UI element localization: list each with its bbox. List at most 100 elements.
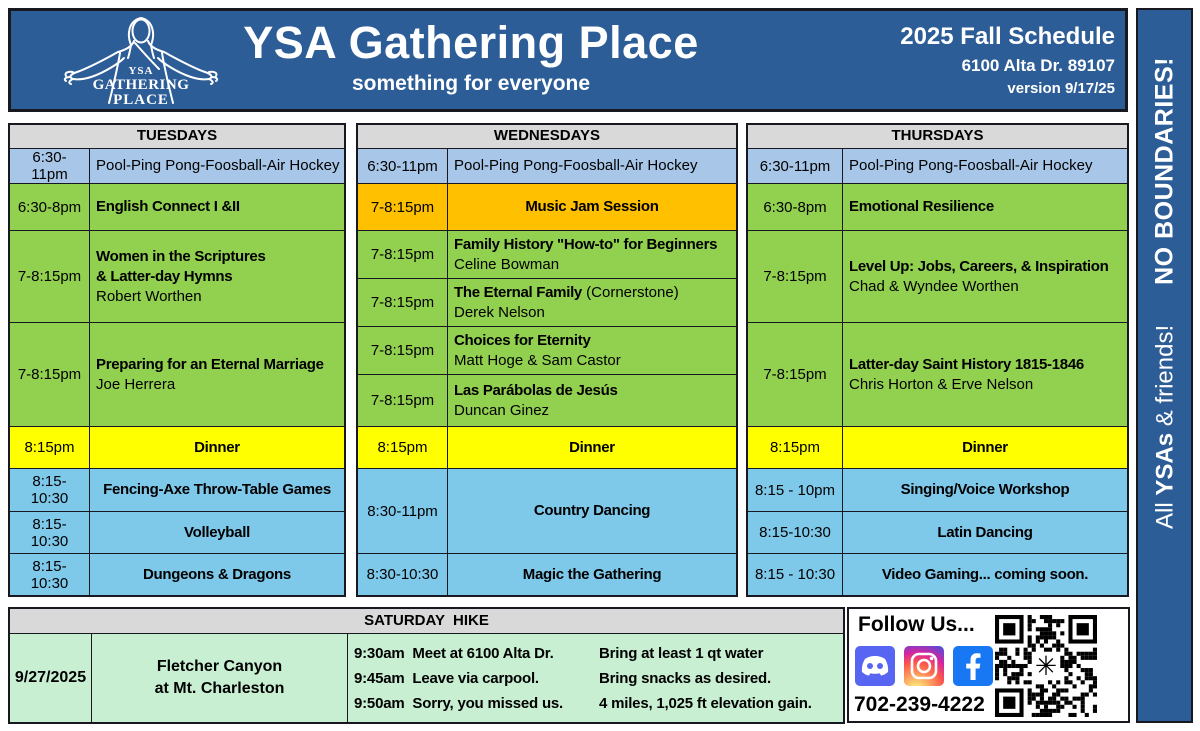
instagram-icon[interactable] bbox=[904, 646, 944, 686]
schedule-row: 7-8:15pm The Eternal Family (Cornerstone… bbox=[358, 278, 736, 326]
activity-title: Dinner bbox=[962, 438, 1008, 456]
time-cell: 6:30-8pm bbox=[748, 184, 843, 230]
schedule-row: 8:15- 10:30 Volleyball bbox=[10, 511, 344, 553]
title-block: YSA Gathering Place something for everyo… bbox=[181, 17, 761, 96]
schedule-row: 8:15- 10:30 Dungeons & Dragons bbox=[10, 553, 344, 595]
activity-cell: Emotional Resilience bbox=[843, 184, 1127, 230]
hike-date: 9/27/2025 bbox=[10, 634, 92, 722]
activity-cell: Choices for Eternity Matt Hoge & Sam Cas… bbox=[448, 327, 736, 374]
time-cell: 7-8:15pm bbox=[358, 231, 448, 278]
time-cell: 8:30-10:30 bbox=[358, 554, 448, 595]
time-cell: 8:30-11pm bbox=[358, 469, 448, 553]
activity-cell: Volleyball bbox=[90, 512, 344, 553]
vertical-banner-text: All YSAs & friends! NO BOUNDARIES! bbox=[1150, 57, 1179, 529]
time-cell: 8:15 - 10:30 bbox=[748, 554, 843, 595]
activity-cell: Video Gaming... coming soon. bbox=[843, 554, 1127, 595]
schedule-row: 6:30-11pm Pool-Ping Pong-Foosball-Air Ho… bbox=[358, 148, 736, 183]
time-cell: 6:30-11pm bbox=[358, 149, 448, 183]
activity-title: Dungeons & Dragons bbox=[143, 565, 291, 583]
day-header: TUESDAYS bbox=[10, 125, 344, 148]
schedule-row: 7-8:15pm Latter-day Saint History 1815-1… bbox=[748, 322, 1127, 426]
page-subtitle: something for everyone bbox=[351, 72, 591, 95]
activity-cell: Women in the Scriptures & Latter-day Hym… bbox=[90, 231, 344, 322]
hike-detail-line: 4 miles, 1,025 ft elevation gain. bbox=[599, 694, 812, 712]
activity-cell: English Connect I &II bbox=[90, 184, 344, 230]
activity-presenter: Chris Horton & Erve Nelson bbox=[849, 375, 1034, 393]
time-cell: 7-8:15pm bbox=[10, 231, 90, 322]
ysa-logo: YSA GATHERING PLACE bbox=[57, 11, 225, 109]
activity-title: Music Jam Session bbox=[525, 198, 659, 215]
activity-title: Dinner bbox=[569, 438, 615, 456]
time-cell: 8:15- 10:30 bbox=[10, 512, 90, 553]
time-cell: 8:15pm bbox=[10, 427, 90, 468]
activity-title: The Eternal Family bbox=[454, 283, 582, 301]
activity-title: Pool-Ping Pong-Foosball-Air Hockey bbox=[849, 157, 1093, 174]
time-cell: 7-8:15pm bbox=[358, 327, 448, 374]
hike-details: 9:30am Meet at 6100 Alta Dr. Bring at le… bbox=[348, 634, 843, 722]
activity-title: Latin Dancing bbox=[937, 523, 1033, 541]
time-cell: 8:15-10:30 bbox=[748, 512, 843, 553]
schedule-row: 6:30- 11pm Pool-Ping Pong-Foosball-Air H… bbox=[10, 148, 344, 183]
schedule-row: 7-8:15pm Music Jam Session bbox=[358, 183, 736, 230]
schedule-title: 2025 Fall Schedule bbox=[900, 23, 1115, 50]
time-cell: 7-8:15pm bbox=[748, 231, 843, 322]
activity-title-suffix: (Cornerstone) bbox=[581, 283, 679, 301]
facebook-icon[interactable] bbox=[953, 646, 993, 686]
logo-text-ysa: YSA bbox=[128, 65, 153, 77]
hike-location: Fletcher Canyon at Mt. Charleston bbox=[92, 634, 348, 722]
header-banner: YSA GATHERING PLACE YSA Gathering Place … bbox=[8, 8, 1128, 112]
time-cell: 8:15pm bbox=[748, 427, 843, 468]
activity-cell: Family History "How-to" for Beginners Ce… bbox=[448, 231, 736, 278]
time-cell: 8:15 - 10pm bbox=[748, 469, 843, 511]
thursday-table: THURSDAYS 6:30-11pm Pool-Ping Pong-Foosb… bbox=[746, 123, 1129, 597]
activity-cell: Dinner bbox=[448, 427, 736, 468]
time-cell: 8:15pm bbox=[358, 427, 448, 468]
saturday-row: 9/27/2025 Fletcher Canyon at Mt. Charles… bbox=[10, 633, 843, 722]
activity-presenter: Joe Herrera bbox=[96, 375, 176, 393]
activity-cell: Singing/Voice Workshop bbox=[843, 469, 1127, 511]
address-text: 6100 Alta Dr. 89107 bbox=[961, 56, 1115, 75]
version-text: version 9/17/25 bbox=[1007, 80, 1115, 97]
social-icons-row bbox=[855, 646, 993, 686]
schedule-info-block: 2025 Fall Schedule 6100 Alta Dr. 89107 v… bbox=[900, 23, 1115, 97]
time-cell: 7-8:15pm bbox=[358, 279, 448, 326]
schedule-row: 8:15-10:30 Latin Dancing bbox=[748, 511, 1127, 553]
schedule-row: 7-8:15pm Women in the Scriptures & Latte… bbox=[10, 230, 344, 322]
saturday-hike-table: SATURDAY HIKE 9/27/2025 Fletcher Canyon … bbox=[8, 607, 845, 724]
time-cell: 7-8:15pm bbox=[748, 323, 843, 426]
phone-number: 702-239-4222 bbox=[854, 693, 985, 716]
activity-title: Choices for Eternity bbox=[454, 331, 591, 349]
follow-us-title: Follow Us... bbox=[858, 613, 975, 636]
activity-presenter: Derek Nelson bbox=[454, 303, 545, 321]
activity-cell: Dinner bbox=[843, 427, 1127, 468]
activity-cell: Latter-day Saint History 1815-1846 Chris… bbox=[843, 323, 1127, 426]
hike-detail-line: 9:50am Sorry, you missed us. bbox=[354, 694, 564, 712]
activity-cell: The Eternal Family (Cornerstone) Derek N… bbox=[448, 279, 736, 326]
discord-icon[interactable] bbox=[855, 646, 895, 686]
no-boundaries-text: NO BOUNDARIES! bbox=[1150, 56, 1178, 285]
hike-detail-line: 9:45am Leave via carpool. bbox=[354, 669, 539, 687]
schedule-row: 6:30-8pm English Connect I &II bbox=[10, 183, 344, 230]
activity-title: Level Up: Jobs, Careers, & Inspiration bbox=[849, 257, 1109, 275]
activity-cell: Pool-Ping Pong-Foosball-Air Hockey bbox=[90, 149, 344, 183]
time-cell: 6:30- 11pm bbox=[10, 149, 90, 183]
logo-text-place: PLACE bbox=[113, 92, 169, 108]
activity-cell: Level Up: Jobs, Careers, & Inspiration C… bbox=[843, 231, 1127, 322]
activity-cell: Preparing for an Eternal Marriage Joe He… bbox=[90, 323, 344, 426]
activity-cell: Music Jam Session bbox=[448, 184, 736, 230]
schedule-row: 8:30-10:30 Magic the Gathering bbox=[358, 553, 736, 595]
schedule-row: 8:15pm Dinner bbox=[748, 426, 1127, 468]
qr-code[interactable]: ✳ bbox=[995, 615, 1097, 717]
follow-us-box: Follow Us... bbox=[847, 607, 1130, 723]
logo-text-gathering: GATHERING bbox=[93, 77, 190, 93]
activity-title: Preparing for an Eternal Marriage bbox=[96, 355, 324, 373]
activity-title: Magic the Gathering bbox=[522, 565, 662, 583]
schedule-row: 7-8:15pm Family History "How-to" for Beg… bbox=[358, 230, 736, 278]
activity-title: Women in the Scriptures & Latter-day Hym… bbox=[96, 247, 266, 285]
schedule-row: 7-8:15pm Las Parábolas de Jesús Duncan G… bbox=[358, 374, 736, 426]
svg-text:✳: ✳ bbox=[1035, 651, 1057, 682]
schedule-row: 8:15- 10:30 Fencing-Axe Throw-Table Game… bbox=[10, 468, 344, 511]
time-cell: 7-8:15pm bbox=[10, 323, 90, 426]
hike-detail-line: 9:30am Meet at 6100 Alta Dr. bbox=[354, 644, 554, 662]
